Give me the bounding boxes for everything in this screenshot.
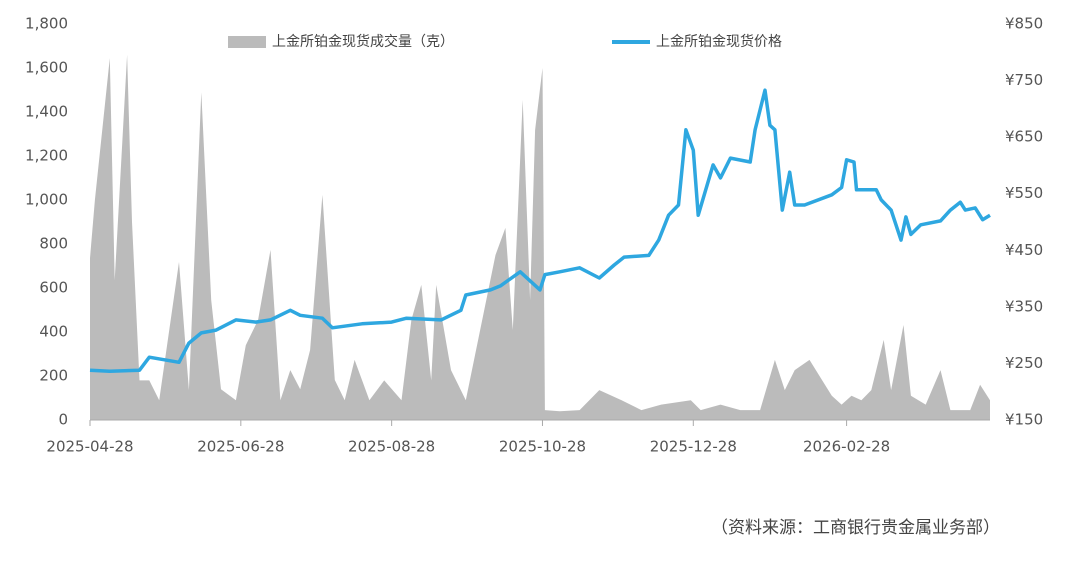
price-line xyxy=(89,88,991,374)
y2-tick-label: ¥350 xyxy=(1005,297,1043,315)
y2-tick-label: ¥250 xyxy=(1005,354,1043,372)
x-tick-label: 2026-02-28 xyxy=(803,438,890,456)
x-tick-label: 2025-10-28 xyxy=(499,438,586,456)
y2-tick-label: ¥850 xyxy=(1005,15,1043,33)
y-tick-label: 800 xyxy=(39,235,68,253)
source-note: （资料来源：工商银行贵金属业务部） xyxy=(711,518,1000,538)
y-tick-label: 400 xyxy=(39,323,68,341)
y2-tick-label: ¥450 xyxy=(1005,241,1043,259)
plot xyxy=(89,54,991,421)
y2-tick-label: ¥750 xyxy=(1005,71,1043,89)
y-tick-label: 1,600 xyxy=(25,59,68,77)
x-tick-label: 2025-06-28 xyxy=(197,438,284,456)
volume-area xyxy=(90,54,990,421)
x-tick-label: 2025-08-28 xyxy=(348,438,435,456)
x-tick-label: 2025-04-28 xyxy=(46,438,133,456)
legend-label: 上金所铂金现货成交量（克） xyxy=(272,33,454,50)
y-tick-label: 1,400 xyxy=(25,103,68,121)
y2-tick-label: ¥550 xyxy=(1005,184,1043,202)
y-tick-label: 600 xyxy=(39,279,68,297)
legend-label: 上金所铂金现货价格 xyxy=(656,33,782,50)
legend-swatch xyxy=(228,36,266,48)
y-tick-label: 200 xyxy=(39,367,68,385)
legend: 上金所铂金现货成交量（克） 上金所铂金现货价格 xyxy=(228,33,782,50)
y-tick-label: 1,800 xyxy=(25,15,68,33)
y2-tick-label: ¥650 xyxy=(1005,128,1043,146)
y2-tick-label: ¥150 xyxy=(1005,411,1043,429)
x-tick-label: 2025-12-28 xyxy=(650,438,737,456)
y-tick-label: 0 xyxy=(58,411,68,429)
y-tick-label: 1,200 xyxy=(25,147,68,165)
y-tick-label: 1,000 xyxy=(25,191,68,209)
